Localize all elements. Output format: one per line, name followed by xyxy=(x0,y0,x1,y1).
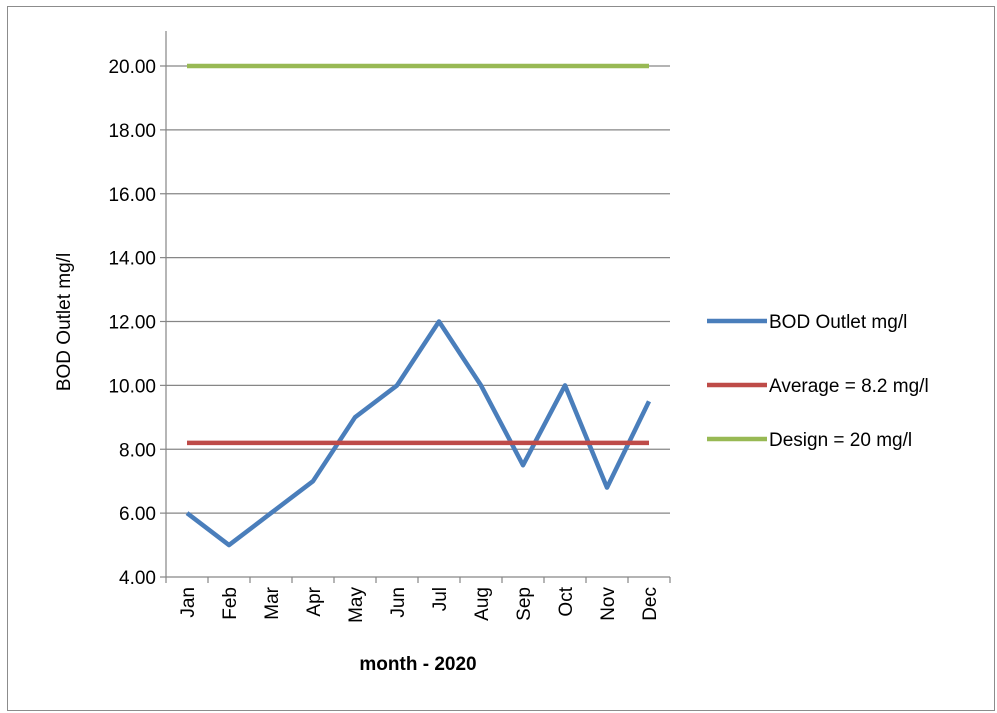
x-axis-title: month - 2020 xyxy=(359,654,476,675)
x-tick-label: Aug xyxy=(472,587,493,621)
y-axis-title: BOD Outlet mg/l xyxy=(54,253,75,391)
legend-entry: Design = 20 mg/l xyxy=(707,430,912,451)
y-tick-label: 12.00 xyxy=(108,313,156,334)
legend: BOD Outlet mg/l Average = 8.2 mg/l Design … xyxy=(707,312,929,451)
legend-entry: BOD Outlet mg/l xyxy=(707,312,907,333)
axes xyxy=(160,31,671,583)
x-tick-label: Oct xyxy=(556,586,577,616)
tick-labels: 4.00 6.00 8.00 10.00 12.00 14.00 16.00 18.00 20.… xyxy=(108,57,661,623)
y-tick-label: 20.00 xyxy=(108,57,156,78)
x-tick-label: Mar xyxy=(262,586,283,619)
y-tick-label: 8.00 xyxy=(119,440,156,461)
legend-label: BOD Outlet mg/l xyxy=(769,312,907,333)
y-tick-label: 16.00 xyxy=(108,185,156,206)
y-tick-label: 4.00 xyxy=(119,568,156,589)
y-tick-label: 14.00 xyxy=(108,249,156,270)
chart-frame xyxy=(7,6,995,711)
y-tick-label: 18.00 xyxy=(108,121,156,142)
series-line-0 xyxy=(185,319,652,548)
x-tick-label: Jun xyxy=(388,587,409,618)
x-tick-label: May xyxy=(346,587,367,623)
legend-label: Design = 20 mg/l xyxy=(769,430,912,451)
legend-label: Average = 8.2 mg/l xyxy=(769,376,929,397)
x-tick-label: Jul xyxy=(430,587,451,611)
y-tick-label: 10.00 xyxy=(108,376,156,397)
x-tick-label: Dec xyxy=(640,587,661,621)
gridlines xyxy=(166,65,670,514)
legend-entry: Average = 8.2 mg/l xyxy=(707,376,929,397)
x-tick-label: Nov xyxy=(598,587,619,621)
series-lines xyxy=(185,63,652,548)
x-tick-label: Feb xyxy=(220,587,241,620)
x-tick-label: Apr xyxy=(304,586,325,616)
y-tick-label: 6.00 xyxy=(119,504,156,525)
x-tick-label: Sep xyxy=(514,587,535,621)
x-tick-label: Jan xyxy=(178,587,199,618)
